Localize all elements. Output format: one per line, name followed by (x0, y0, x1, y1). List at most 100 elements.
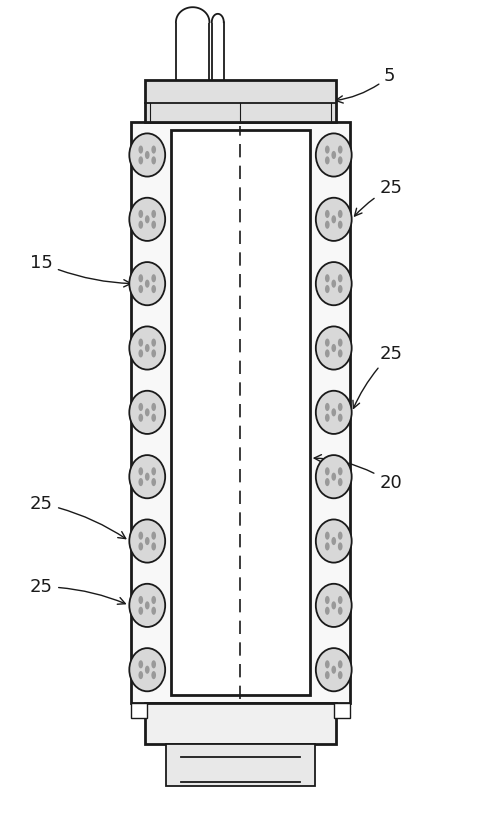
Circle shape (324, 349, 329, 357)
Ellipse shape (129, 520, 165, 562)
Circle shape (151, 274, 156, 282)
Ellipse shape (129, 197, 165, 241)
Circle shape (324, 596, 329, 604)
Ellipse shape (315, 133, 351, 177)
Circle shape (138, 403, 143, 411)
Circle shape (337, 146, 342, 153)
Circle shape (337, 606, 342, 615)
Circle shape (337, 661, 342, 668)
Circle shape (331, 472, 336, 481)
Bar (176, 22, 209, 80)
Circle shape (337, 414, 342, 421)
Circle shape (324, 338, 329, 347)
Circle shape (144, 344, 149, 352)
Circle shape (337, 671, 342, 679)
Bar (166, 745, 314, 786)
Text: 25: 25 (30, 495, 125, 539)
Circle shape (324, 274, 329, 282)
Circle shape (324, 221, 329, 229)
Text: 25: 25 (354, 179, 401, 216)
Circle shape (138, 606, 143, 615)
Text: 20: 20 (313, 455, 401, 492)
Circle shape (151, 221, 156, 229)
Ellipse shape (129, 455, 165, 498)
Circle shape (138, 478, 143, 486)
Circle shape (151, 478, 156, 486)
Circle shape (151, 661, 156, 668)
Text: 15: 15 (30, 254, 131, 287)
Circle shape (331, 215, 336, 223)
Circle shape (324, 285, 329, 293)
Ellipse shape (315, 648, 351, 691)
Circle shape (151, 349, 156, 357)
Circle shape (337, 403, 342, 411)
Circle shape (138, 210, 143, 218)
Circle shape (151, 414, 156, 421)
Circle shape (138, 274, 143, 282)
Circle shape (138, 671, 143, 679)
Circle shape (151, 596, 156, 604)
Circle shape (324, 403, 329, 411)
Circle shape (138, 542, 143, 551)
Circle shape (138, 338, 143, 347)
Circle shape (138, 531, 143, 540)
Circle shape (151, 146, 156, 153)
Bar (130, 122, 350, 703)
Ellipse shape (315, 262, 351, 305)
Circle shape (337, 467, 342, 476)
Circle shape (151, 403, 156, 411)
Circle shape (151, 542, 156, 551)
Circle shape (138, 146, 143, 153)
Circle shape (138, 157, 143, 164)
Circle shape (151, 210, 156, 218)
Circle shape (151, 157, 156, 164)
Circle shape (151, 671, 156, 679)
Circle shape (138, 285, 143, 293)
Circle shape (324, 210, 329, 218)
Ellipse shape (315, 584, 351, 627)
Bar (130, 703, 147, 718)
Circle shape (151, 606, 156, 615)
Circle shape (324, 467, 329, 476)
Circle shape (331, 151, 336, 159)
Circle shape (138, 221, 143, 229)
Circle shape (324, 531, 329, 540)
Circle shape (151, 531, 156, 540)
Circle shape (144, 408, 149, 416)
Circle shape (324, 478, 329, 486)
Circle shape (324, 542, 329, 551)
Circle shape (144, 280, 149, 287)
Circle shape (138, 349, 143, 357)
Circle shape (337, 542, 342, 551)
Text: 25: 25 (352, 345, 401, 408)
Circle shape (331, 280, 336, 287)
Circle shape (337, 596, 342, 604)
Circle shape (324, 414, 329, 421)
Circle shape (337, 338, 342, 347)
Circle shape (138, 596, 143, 604)
Ellipse shape (129, 584, 165, 627)
Bar (171, 130, 309, 695)
Text: 5: 5 (335, 67, 395, 103)
Circle shape (144, 666, 149, 674)
Circle shape (151, 467, 156, 476)
Circle shape (337, 285, 342, 293)
Circle shape (331, 408, 336, 416)
Ellipse shape (129, 327, 165, 370)
Bar (144, 80, 336, 122)
Ellipse shape (129, 648, 165, 691)
Circle shape (324, 157, 329, 164)
Ellipse shape (129, 391, 165, 434)
Circle shape (331, 344, 336, 352)
Circle shape (144, 601, 149, 610)
Circle shape (324, 661, 329, 668)
Circle shape (331, 666, 336, 674)
Circle shape (138, 661, 143, 668)
Circle shape (324, 146, 329, 153)
Ellipse shape (315, 391, 351, 434)
Circle shape (337, 349, 342, 357)
Circle shape (331, 537, 336, 545)
Circle shape (337, 210, 342, 218)
Circle shape (138, 467, 143, 476)
Circle shape (324, 606, 329, 615)
